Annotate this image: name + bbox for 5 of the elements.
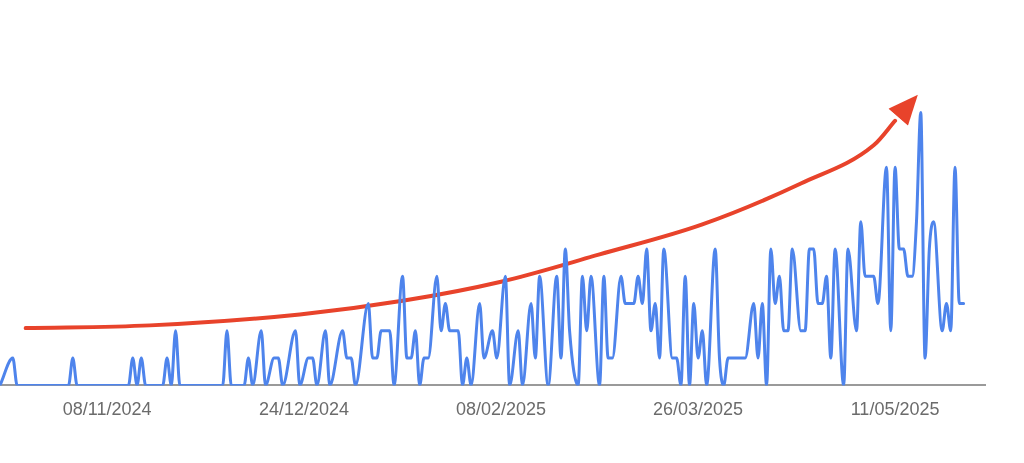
x-tick-label: 08/11/2024: [62, 399, 152, 420]
x-tick-label: 11/05/2025: [850, 399, 940, 420]
x-tick-label: 08/02/2025: [456, 399, 547, 420]
x-tick-label: 26/03/2025: [653, 399, 744, 420]
x-tick-label: 24/12/2024: [259, 399, 350, 420]
